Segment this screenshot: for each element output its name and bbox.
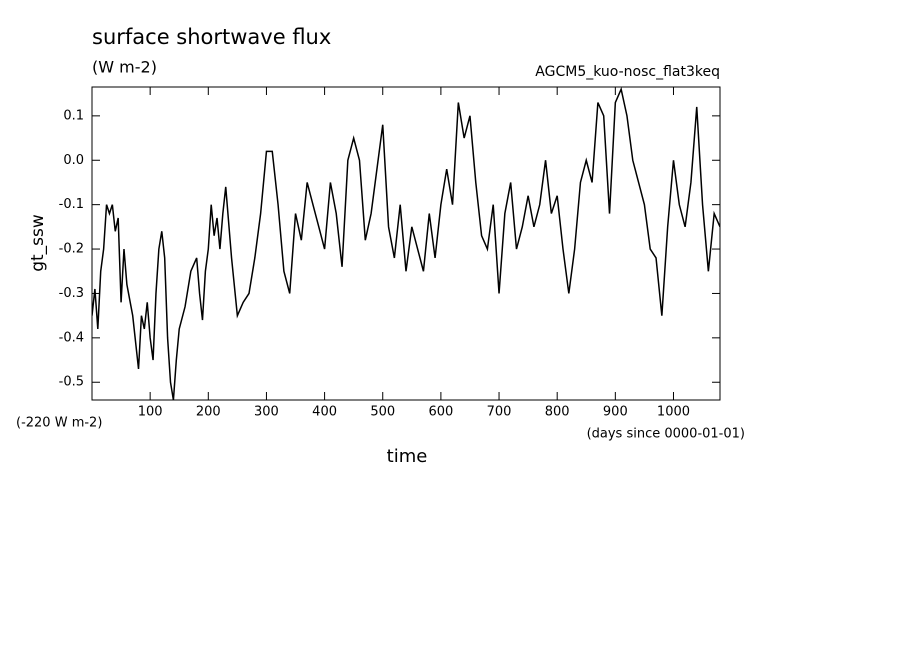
x-tick-label: 100: [138, 405, 163, 420]
x-tick-label: 600: [428, 405, 453, 420]
plot-frame: [91, 86, 721, 401]
x-axis-label: time: [387, 446, 428, 467]
offset-note: (-220 W m-2): [16, 416, 102, 431]
y-tick-label: -0.4: [59, 330, 84, 345]
x-tick-label: 200: [196, 405, 221, 420]
y-tick-label: -0.1: [59, 197, 84, 212]
y-tick-label: -0.5: [59, 375, 84, 390]
x-tick-label: 700: [487, 405, 512, 420]
x-tick-label: 900: [603, 405, 628, 420]
x-tick-label: 800: [545, 405, 570, 420]
y-axis-label: gt_ssw: [28, 214, 48, 272]
chart-title: surface shortwave flux: [92, 25, 331, 49]
x-tick-label: 300: [254, 405, 279, 420]
x-tick-label: 1000: [657, 405, 690, 420]
y-tick-label: -0.2: [59, 242, 84, 257]
line: [92, 87, 720, 400]
units: (W m-2): [92, 58, 157, 77]
y-tick-label: -0.3: [59, 286, 84, 301]
subtitle: AGCM5_kuo-nosc_flat3keq: [535, 64, 720, 80]
x-units: (days since 0000-01-01): [587, 427, 745, 442]
y-tick-label: 0.1: [63, 108, 84, 123]
x-tick-label: 400: [312, 405, 337, 420]
x-tick-label: 500: [370, 405, 395, 420]
y-tick-label: 0.0: [63, 153, 84, 168]
